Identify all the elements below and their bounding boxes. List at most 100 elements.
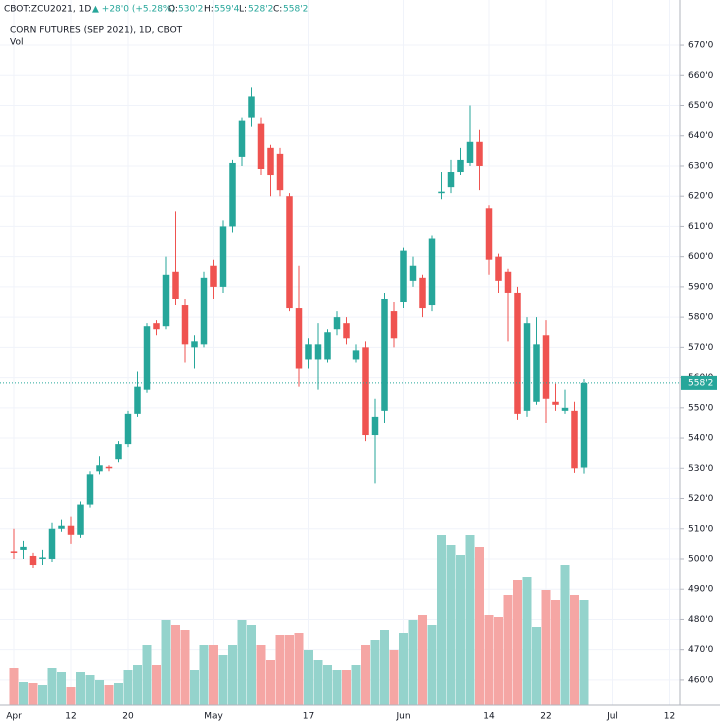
symbol: CBOT:ZCU2021, 1D bbox=[4, 5, 91, 15]
y-tick-label: 620'0 bbox=[688, 192, 714, 202]
volume-bar bbox=[361, 645, 370, 705]
y-tick-label: 640'0 bbox=[688, 131, 714, 141]
candle-body bbox=[48, 528, 56, 559]
candle-body bbox=[533, 344, 540, 402]
candle-body bbox=[476, 141, 483, 166]
volume-bar bbox=[256, 645, 266, 705]
candle-body bbox=[267, 147, 274, 176]
candle-body bbox=[428, 238, 436, 306]
candle-body bbox=[257, 123, 265, 169]
candle-body bbox=[514, 292, 521, 414]
volume-bar bbox=[313, 660, 323, 705]
y-tick-label: 670'0 bbox=[688, 41, 714, 51]
volume-bar bbox=[38, 685, 47, 705]
candle-body bbox=[229, 162, 236, 227]
volume-bar bbox=[427, 625, 437, 705]
x-tick-label: 17 bbox=[303, 712, 314, 722]
candle-body bbox=[115, 444, 122, 460]
volume-bar bbox=[66, 687, 76, 705]
volume-bar bbox=[522, 577, 532, 705]
volume-bar bbox=[171, 625, 180, 705]
y-tick-label: 510'0 bbox=[688, 524, 714, 534]
volume-bar bbox=[209, 645, 218, 705]
volume-label: Vol bbox=[10, 38, 23, 48]
candle-body bbox=[305, 344, 312, 360]
volume-bar bbox=[275, 635, 285, 705]
volume-bar bbox=[399, 633, 408, 705]
y-tick-label: 590'0 bbox=[688, 282, 714, 292]
volume-bar bbox=[228, 645, 237, 705]
candle-body bbox=[314, 344, 322, 360]
candle-body bbox=[77, 504, 84, 535]
y-tick-label: 600'0 bbox=[688, 252, 714, 262]
volume-bar bbox=[503, 595, 513, 705]
candle-body bbox=[419, 277, 426, 309]
volume-bar bbox=[370, 640, 380, 705]
candle-body bbox=[181, 305, 189, 345]
volume-bar bbox=[95, 680, 104, 705]
y-tick-label: 520'0 bbox=[688, 494, 714, 504]
volume-bar bbox=[342, 670, 351, 705]
candle-body bbox=[542, 335, 550, 399]
volume-bar bbox=[560, 565, 570, 705]
chart-title: CORN FUTURES (SEP 2021), 1D, CBOT bbox=[10, 26, 183, 36]
candle-body bbox=[409, 265, 417, 281]
candle-body bbox=[523, 323, 531, 411]
y-tick-label: 490'0 bbox=[688, 585, 714, 595]
last-price-label: 558'2 bbox=[688, 378, 713, 388]
y-tick-label: 480'0 bbox=[688, 615, 714, 625]
candle-body bbox=[105, 466, 113, 469]
volume-bar bbox=[285, 635, 294, 705]
candle-body bbox=[210, 265, 217, 287]
close-label: C: bbox=[273, 5, 282, 15]
volume-bar bbox=[237, 620, 247, 705]
candle-body bbox=[200, 277, 208, 345]
candle-body bbox=[495, 256, 502, 281]
volume-bar bbox=[551, 600, 560, 705]
volume-bar bbox=[389, 650, 399, 705]
change: ▲ +28'0 (+5.28%) bbox=[92, 5, 175, 15]
candle-body bbox=[485, 208, 493, 260]
open-label: O: bbox=[168, 5, 178, 15]
volume-bar bbox=[85, 675, 95, 705]
y-tick-label: 540'0 bbox=[688, 434, 714, 444]
candle-body bbox=[362, 347, 369, 436]
volume-bar bbox=[446, 545, 456, 705]
volume-bar bbox=[152, 665, 161, 705]
volume-bar bbox=[380, 630, 389, 705]
candle-body bbox=[438, 191, 445, 194]
volume-bar bbox=[475, 547, 484, 705]
y-tick-label: 630'0 bbox=[688, 161, 714, 171]
candle-body bbox=[333, 317, 341, 330]
x-tick-label: 12 bbox=[664, 712, 675, 722]
volume-bar bbox=[123, 670, 133, 705]
volume-bar bbox=[541, 590, 551, 705]
y-tick-label: 530'0 bbox=[688, 464, 714, 474]
candle-body bbox=[172, 271, 179, 299]
candle-body bbox=[248, 96, 255, 118]
high-label: H: bbox=[204, 5, 214, 15]
candle-body bbox=[295, 308, 303, 369]
volume-bar bbox=[266, 660, 275, 705]
candle-body bbox=[162, 274, 170, 327]
volume-bar bbox=[161, 620, 171, 705]
volume-bar bbox=[579, 600, 589, 705]
candle-body bbox=[20, 546, 27, 550]
candle-body bbox=[238, 120, 246, 157]
open-value: 530'2 bbox=[178, 5, 203, 15]
volume-bar bbox=[513, 580, 522, 705]
close-value: 558'2 bbox=[283, 5, 308, 15]
volume-bar bbox=[28, 683, 38, 705]
y-tick-label: 550'0 bbox=[688, 403, 714, 413]
y-tick-label: 460'0 bbox=[688, 675, 714, 685]
candle-body bbox=[343, 323, 350, 339]
candle-body bbox=[39, 557, 46, 559]
high-value: 559'4 bbox=[214, 5, 240, 15]
volume-bar bbox=[465, 535, 475, 705]
low-label: L: bbox=[239, 5, 247, 15]
y-tick-label: 610'0 bbox=[688, 222, 714, 232]
candles bbox=[10, 87, 588, 569]
y-tick-label: 470'0 bbox=[688, 645, 714, 655]
volume-bar bbox=[418, 615, 427, 705]
y-tick-label: 650'0 bbox=[688, 101, 714, 111]
